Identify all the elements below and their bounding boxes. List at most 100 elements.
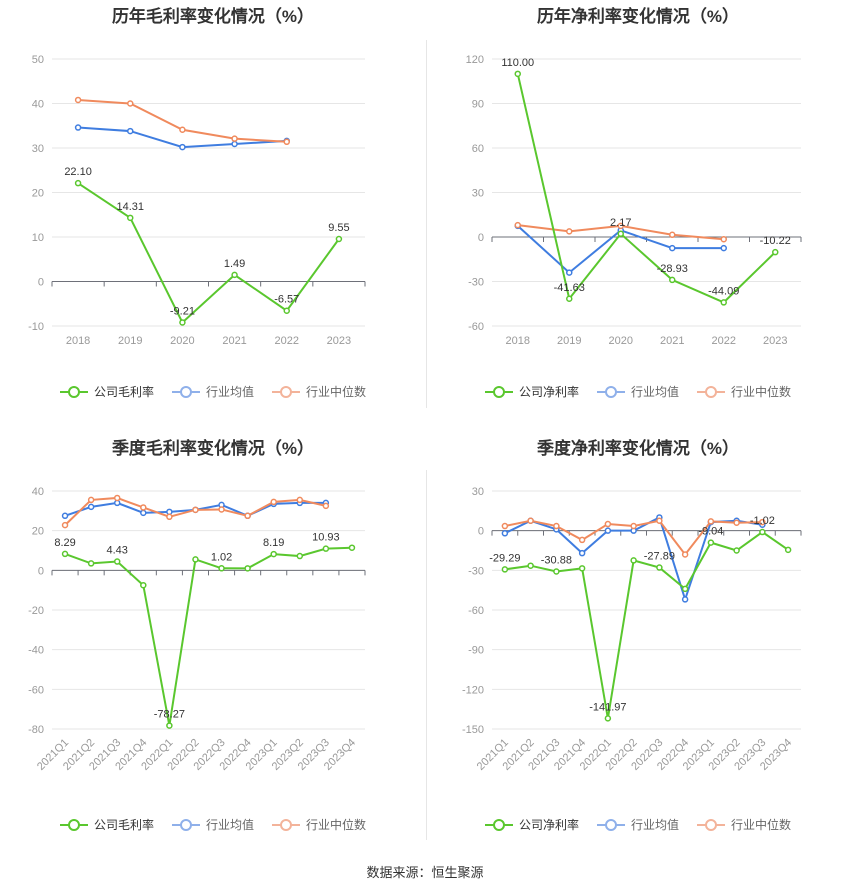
data-point (669, 231, 676, 239)
legend-label: 行业中位数 (731, 385, 792, 399)
data-label: -27.89 (644, 551, 675, 563)
data-label: 9.55 (328, 222, 349, 234)
legend-item[interactable]: 行业中位数 (697, 383, 791, 400)
chart-title: 季度净利率变化情况（%） (536, 439, 740, 458)
y-tick-label: -120 (462, 684, 484, 696)
legend-item[interactable]: 公司毛利率 (59, 383, 154, 400)
y-tick-label: 50 (32, 54, 44, 66)
legend-label: 行业中位数 (306, 385, 367, 399)
legend-swatch-icon (272, 818, 300, 832)
y-tick-label: 20 (32, 526, 44, 538)
chart-plot: -10 0 10 20 30 40 50 2018 2019 2020 2021 2022 2023 22… (28, 54, 366, 347)
data-point (566, 228, 573, 235)
legend-item[interactable]: 公司毛利率 (59, 816, 154, 833)
data-point (604, 715, 612, 722)
data-point (681, 596, 689, 603)
legend-item[interactable]: 行业中位数 (697, 816, 791, 833)
data-point (720, 299, 727, 306)
data-point (784, 546, 792, 554)
data-label: 4.43 (106, 545, 127, 557)
chart-legend[interactable]: 公司毛利率 行业均值 行业中位数 (0, 816, 426, 833)
y-tick-label: -40 (28, 645, 44, 657)
data-point (617, 222, 624, 230)
data-point (669, 244, 676, 252)
series-line (64, 546, 352, 726)
y-tick-label: -30 (468, 565, 484, 577)
data-point (127, 100, 134, 107)
data-label: 1.02 (211, 551, 232, 563)
data-point (166, 722, 173, 729)
data-point (348, 544, 356, 551)
y-tick-label: -60 (468, 321, 484, 333)
chart-panel-annual-net: 历年净利率变化情况（%） -60 -30 0 30 60 90 120 2018 2019 202… (426, 0, 850, 420)
data-point (140, 581, 147, 589)
legend-item[interactable]: 行业均值 (596, 816, 679, 833)
data-point (87, 560, 95, 567)
chart-plot: -80-60-40-20020402021Q12021Q22021Q32021Q… (28, 486, 366, 773)
data-point (127, 214, 134, 222)
legend-item[interactable]: 行业均值 (171, 383, 254, 400)
data-point (720, 235, 727, 243)
legend-item[interactable]: 行业均值 (171, 816, 254, 833)
vertical-divider-bottom (426, 470, 427, 840)
data-point (604, 527, 612, 534)
data-point (566, 295, 573, 303)
data-source-note: 数据来源：恒生聚源 (366, 865, 484, 880)
data-point (166, 513, 173, 521)
legend-item[interactable]: 公司净利率 (484, 816, 579, 833)
chart-legend[interactable]: 公司净利率 行业均值 行业中位数 (426, 383, 850, 400)
data-point (283, 307, 290, 314)
y-tick-label: 40 (32, 99, 44, 111)
data-point (218, 565, 225, 572)
data-point (87, 503, 95, 511)
data-point (192, 506, 199, 514)
chart-legend[interactable]: 公司净利率 行业均值 行业中位数 (426, 816, 850, 833)
data-label: -9.21 (170, 305, 195, 317)
y-tick-label: 30 (32, 143, 44, 155)
data-point (179, 143, 186, 151)
x-tick-label: 2018 (506, 335, 530, 347)
y-tick-label: 0 (478, 232, 484, 244)
data-point (527, 517, 534, 524)
data-point (127, 127, 134, 135)
y-tick-label: 60 (472, 143, 484, 155)
legend-item[interactable]: 行业均值 (596, 383, 679, 400)
data-point (514, 221, 521, 229)
data-point (140, 509, 147, 517)
data-point (61, 521, 69, 529)
chart-legend[interactable]: 公司毛利率 行业均值 行业中位数 (0, 383, 426, 400)
data-point (231, 140, 238, 148)
data-point (192, 556, 199, 563)
legend-swatch-icon (59, 385, 88, 399)
legend-swatch-icon (697, 385, 725, 399)
data-point (617, 230, 624, 238)
data-point (231, 135, 238, 142)
data-point (578, 565, 586, 572)
data-point (335, 235, 343, 243)
data-point (514, 70, 521, 78)
legend-item[interactable]: 行业中位数 (272, 816, 366, 833)
data-point (578, 536, 586, 544)
data-point (630, 557, 637, 564)
y-tick-label: -10 (28, 321, 44, 333)
x-tick-label: 2020 (170, 335, 194, 347)
data-point (218, 506, 225, 513)
legend-item[interactable]: 公司净利率 (484, 383, 579, 400)
y-tick-label: -60 (28, 684, 44, 696)
data-point (759, 518, 766, 526)
data-label: -44.09 (708, 285, 739, 297)
chart-title: 历年净利率变化情况（%） (536, 7, 740, 26)
series-line (516, 73, 776, 304)
y-tick-label: -60 (468, 605, 484, 617)
x-tick-label: 2019 (118, 335, 142, 347)
data-point (74, 96, 82, 104)
data-label: -41.63 (554, 282, 585, 294)
data-point (244, 512, 251, 520)
legend-item[interactable]: 行业中位数 (272, 383, 366, 400)
data-point (681, 551, 689, 558)
x-tick-label: 2020 (609, 335, 633, 347)
legend-swatch-icon (596, 385, 625, 399)
data-label: 8.29 (54, 537, 75, 549)
chart-plot: -150-120-90-60-300302021Q12021Q22021Q320… (462, 486, 802, 773)
y-tick-label: 120 (466, 54, 484, 66)
